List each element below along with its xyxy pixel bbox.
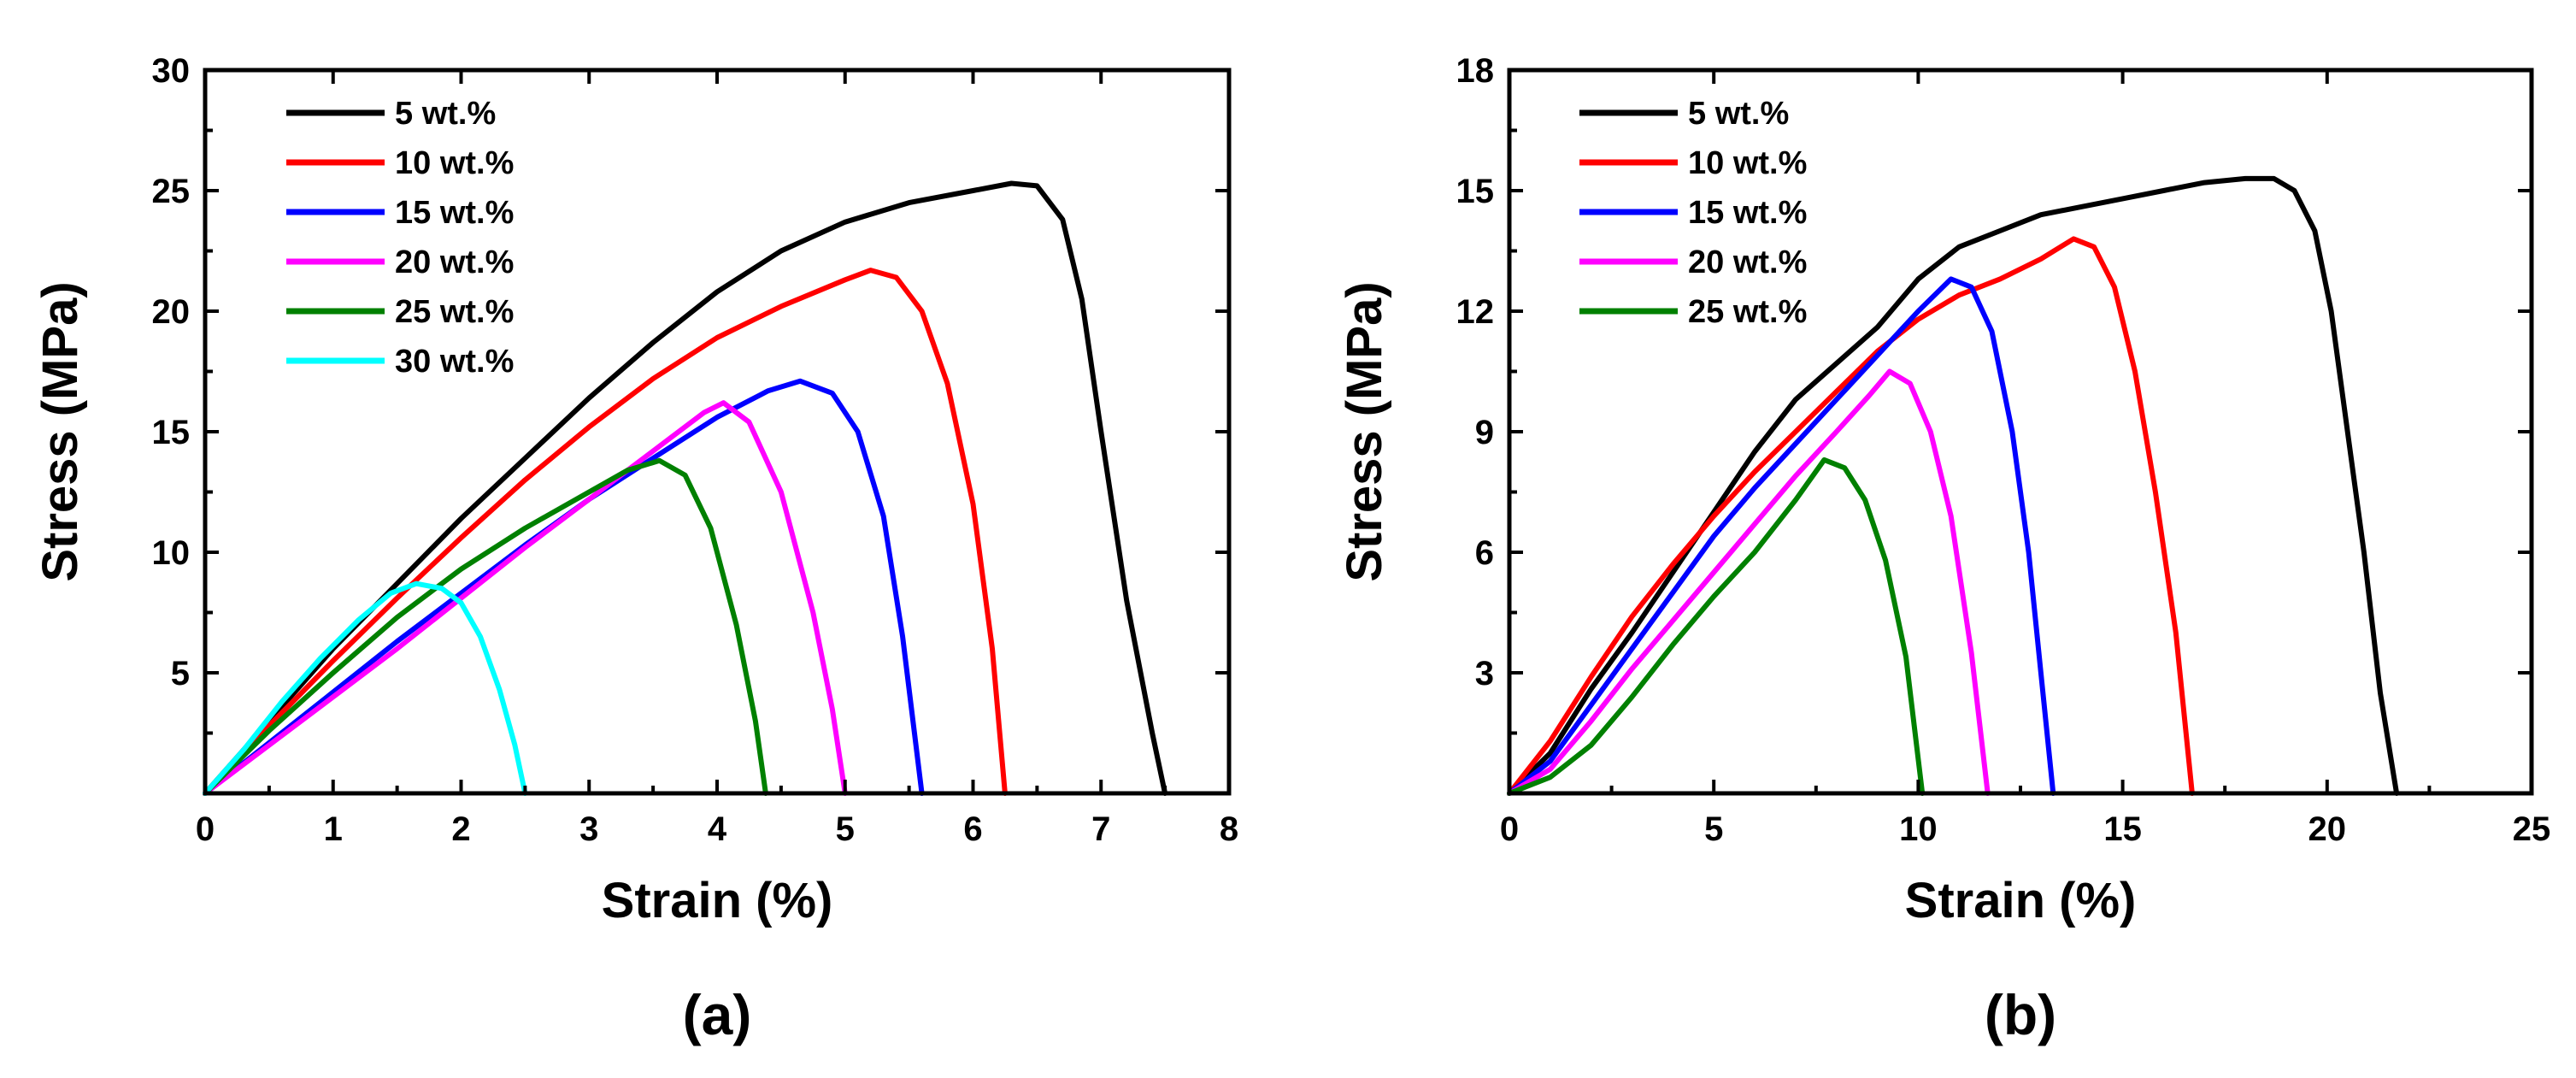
y-tick-label-b-2: 9	[1475, 414, 1494, 451]
y-tick-label-b-1: 6	[1475, 534, 1494, 572]
y-tick-label-a-2: 15	[152, 414, 191, 451]
y-tick-label-a-4: 25	[152, 173, 191, 210]
y-tick-label-b-0: 3	[1475, 655, 1494, 692]
x-tick-label-b-4: 20	[2308, 810, 2347, 848]
x-tick-label-a-4: 4	[708, 810, 727, 848]
series-line-15-wt-b	[1507, 276, 2056, 796]
series-line-25-wt-a	[203, 457, 768, 796]
x-tick-label-b-1: 5	[1704, 810, 1723, 848]
legend-label-25-wt-b: 25 wt.%	[1688, 294, 1807, 330]
y-tick-label-b-5: 18	[1456, 52, 1495, 90]
x-tick-label-a-7: 7	[1091, 810, 1110, 848]
panel-b: 0 5 10 15 20 25 3 6 9 12 15 18 Strain (%) Stress (MPa…	[1337, 52, 2550, 1046]
series-line-25-wt-b	[1507, 457, 1926, 796]
panel-label-a: (a)	[683, 983, 752, 1046]
series-line-5-wt-b	[1507, 175, 2400, 796]
y-tick-label-b-4: 15	[1456, 173, 1495, 210]
y-tick-label-a-5: 30	[152, 52, 191, 90]
x-axis-title-b: Strain (%)	[1905, 873, 2137, 928]
x-tick-label-a-6: 6	[963, 810, 982, 848]
x-tick-label-a-0: 0	[196, 810, 215, 848]
y-axis-title-a: Stress (MPa)	[32, 281, 88, 581]
series-line-30-wt-a	[203, 580, 528, 796]
series-line-20-wt-a	[203, 400, 848, 796]
y-tick-label-a-0: 5	[171, 655, 190, 692]
x-tick-label-b-5: 25	[2513, 810, 2551, 848]
legend-a: 5 wt.% 10 wt.% 15 wt.% 20 wt.% 25 wt.% 30 wt.…	[286, 96, 514, 380]
legend-label-25-wt-a: 25 wt.%	[395, 294, 514, 330]
x-tick-label-b-0: 0	[1500, 810, 1519, 848]
legend-label-15-wt-b: 15 wt.%	[1688, 195, 1807, 231]
y-axis-title-b: Stress (MPa)	[1337, 281, 1392, 581]
x-tick-label-b-2: 10	[1899, 810, 1938, 848]
x-tick-label-a-5: 5	[836, 810, 855, 848]
curves-a	[203, 180, 1168, 796]
legend-label-5-wt-a: 5 wt.%	[395, 96, 496, 132]
legend-label-20-wt-b: 20 wt.%	[1688, 244, 1807, 280]
x-tick-label-a-3: 3	[579, 810, 598, 848]
legend-label-10-wt-a: 10 wt.%	[395, 145, 514, 181]
y-tick-label-a-1: 10	[152, 534, 191, 572]
panel-a: 0 1 2 3 4 5 6 7 8 5 10 15 20 25 30 Strain (%) Stress (MP…	[32, 52, 1238, 1046]
x-tick-label-a-8: 8	[1220, 810, 1238, 848]
x-tick-label-a-2: 2	[451, 810, 470, 848]
x-tick-label-b-3: 15	[2103, 810, 2142, 848]
legend-label-30-wt-a: 30 wt.%	[395, 344, 514, 380]
x-tick-label-a-1: 1	[324, 810, 343, 848]
x-axis-title-a: Strain (%)	[602, 873, 833, 928]
y-tick-label-b-3: 12	[1456, 293, 1495, 331]
legend-label-5-wt-b: 5 wt.%	[1688, 96, 1789, 132]
curves-b	[1507, 175, 2400, 796]
series-line-15-wt-a	[203, 378, 925, 796]
series-line-20-wt-b	[1507, 368, 1991, 796]
legend-label-15-wt-a: 15 wt.%	[395, 195, 514, 231]
y-tick-label-a-3: 20	[152, 293, 191, 331]
plot-frame-a	[203, 68, 1232, 796]
series-line-10-wt-a	[203, 268, 1008, 796]
legend-label-10-wt-b: 10 wt.%	[1688, 145, 1807, 181]
legend-label-20-wt-a: 20 wt.%	[395, 244, 514, 280]
series-line-5-wt-a	[203, 180, 1168, 796]
legend-b: 5 wt.% 10 wt.% 15 wt.% 20 wt.% 25 wt.%	[1579, 96, 1807, 330]
panel-label-b: (b)	[1985, 983, 2056, 1046]
series-line-10-wt-b	[1507, 236, 2195, 796]
